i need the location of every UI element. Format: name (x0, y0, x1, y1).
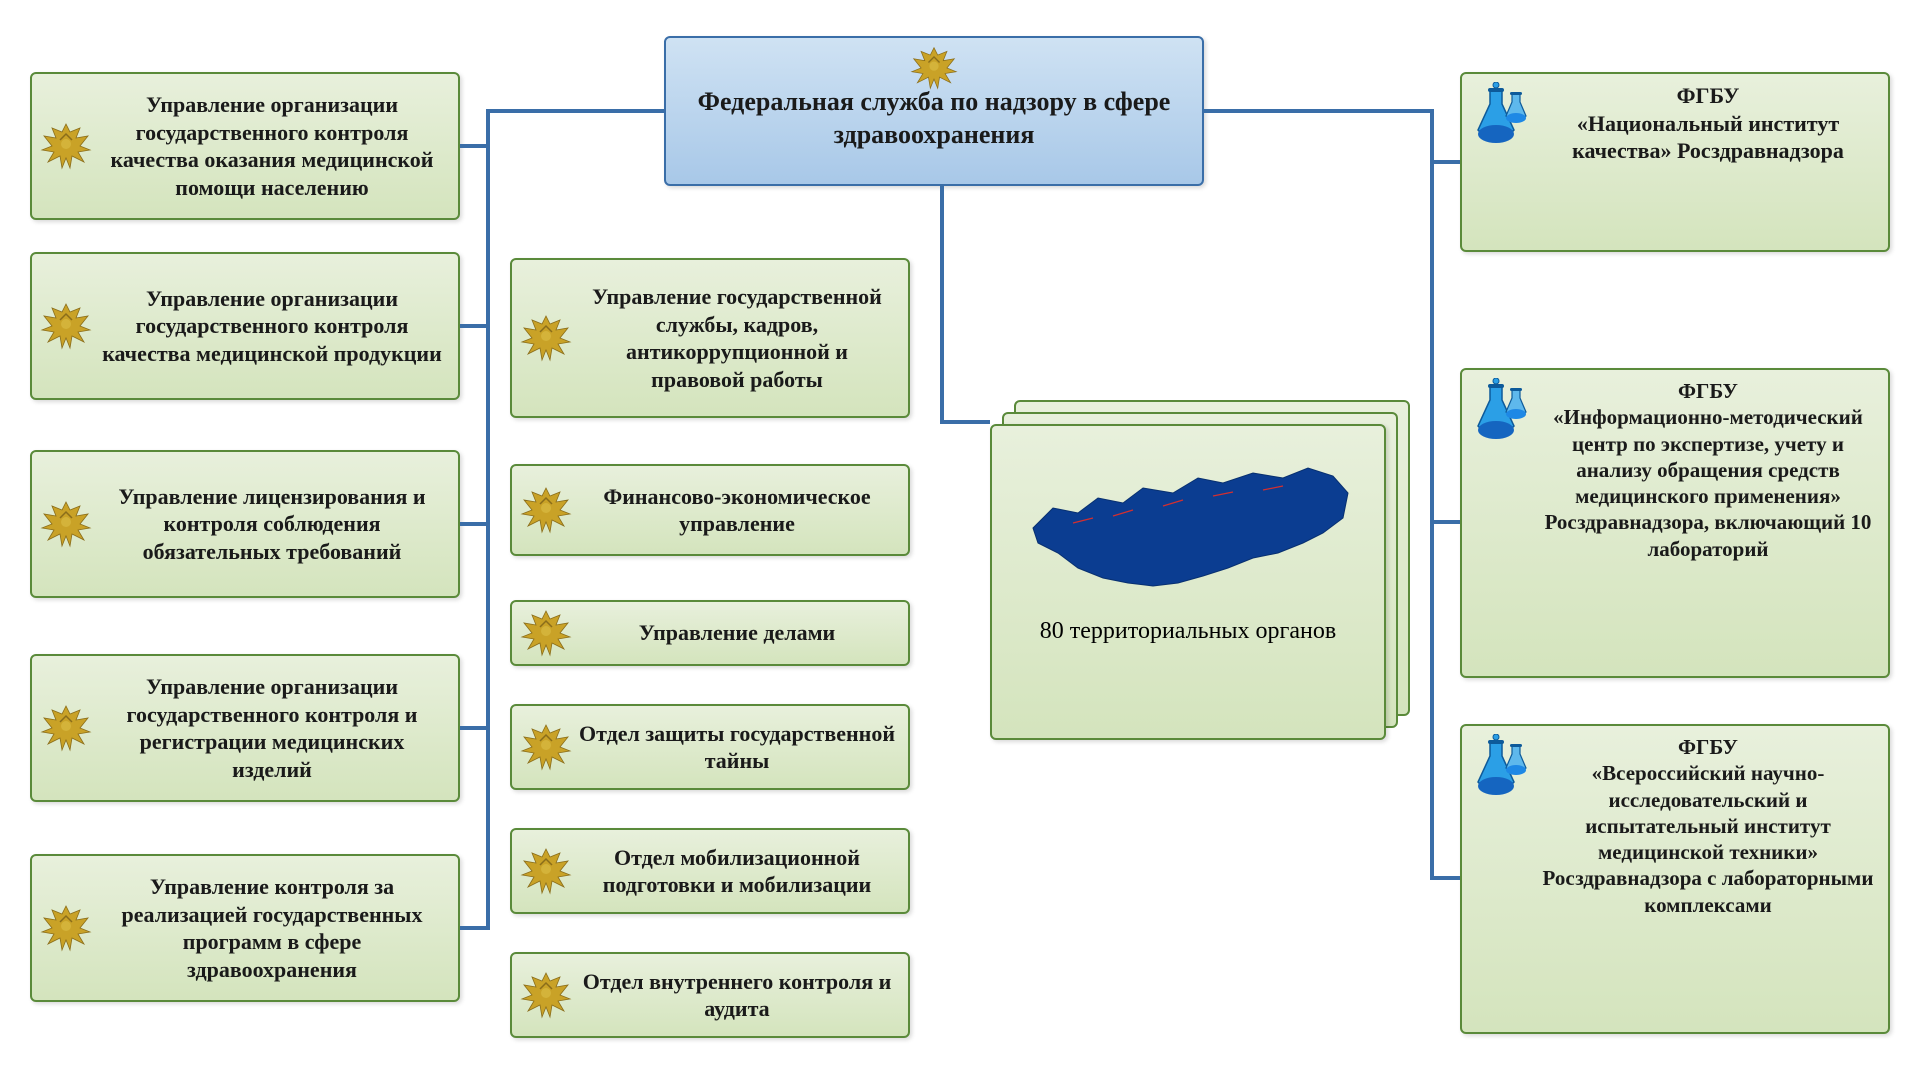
right-box-title: ФГБУ (1540, 734, 1876, 760)
eagle-icon (40, 702, 92, 754)
eagle-icon (520, 607, 572, 659)
center-box-label: Отдел мобилизационной подготовки и мобил… (578, 844, 896, 899)
center-box-label: Отдел защиты государственной тайны (578, 720, 896, 775)
eagle-icon (40, 902, 92, 954)
center-box-1: Финансово-экономическое управление (510, 464, 910, 556)
center-box-5: Отдел внутреннего контроля и аудита (510, 952, 910, 1038)
left-box-3: Управление организации государственного … (30, 654, 460, 802)
flask-icon (1470, 82, 1534, 146)
eagle-icon (40, 498, 92, 550)
connector (460, 726, 490, 730)
left-box-label: Управление организации государственного … (98, 91, 446, 201)
center-box-label: Отдел внутреннего контроля и аудита (578, 968, 896, 1023)
eagle-icon (40, 300, 92, 352)
center-box-label: Управление делами (578, 619, 896, 647)
center-box-label: Управление государственной службы, кадро… (578, 283, 896, 393)
right-box-text: ФГБУ «Всероссийский научно-исследователь… (1540, 734, 1876, 918)
connector (486, 109, 664, 113)
connector (460, 144, 490, 148)
territorial-stack: 80 территориальных органов (990, 400, 1410, 740)
right-box-1: ФГБУ «Информационно-методический центр п… (1460, 368, 1890, 678)
right-box-text: ФГБУ «Национальный институт качества» Ро… (1540, 82, 1876, 165)
center-box-label: Финансово-экономическое управление (578, 483, 896, 538)
left-box-label: Управление контроля за реализацией госуд… (98, 873, 446, 983)
connector (460, 522, 490, 526)
eagle-icon (520, 721, 572, 773)
eagle-icon (520, 484, 572, 536)
connector (1430, 520, 1460, 524)
connector (940, 420, 990, 424)
right-box-label: «Национальный институт качества» Росздра… (1540, 110, 1876, 165)
flask-icon (1470, 378, 1534, 442)
left-box-label: Управление лицензирования и контроля соб… (98, 483, 446, 566)
left-box-label: Управление организации государственного … (98, 673, 446, 783)
connector (460, 324, 490, 328)
header-box: Федеральная служба по надзору в сфере зд… (664, 36, 1204, 186)
right-box-2: ФГБУ «Всероссийский научно-исследователь… (1460, 724, 1890, 1034)
header-label: Федеральная служба по надзору в сфере зд… (686, 86, 1182, 168)
eagle-icon (520, 312, 572, 364)
left-box-4: Управление контроля за реализацией госуд… (30, 854, 460, 1002)
eagle-icon (520, 845, 572, 897)
center-box-3: Отдел защиты государственной тайны (510, 704, 910, 790)
center-box-0: Управление государственной службы, кадро… (510, 258, 910, 418)
right-box-text: ФГБУ «Информационно-методический центр п… (1540, 378, 1876, 562)
center-box-4: Отдел мобилизационной подготовки и мобил… (510, 828, 910, 914)
connector (940, 186, 944, 424)
connector (1430, 160, 1460, 164)
right-box-0: ФГБУ «Национальный институт качества» Ро… (1460, 72, 1890, 252)
left-box-label: Управление организации государственного … (98, 285, 446, 368)
eagle-icon (520, 969, 572, 1021)
connector (1204, 109, 1434, 113)
russia-map-icon (1023, 448, 1353, 608)
connector (460, 926, 490, 930)
right-box-label: «Всероссийский научно-исследовательский … (1540, 760, 1876, 918)
right-box-label: «Информационно-методический центр по экс… (1540, 404, 1876, 562)
flask-icon (1470, 734, 1534, 798)
center-box-2: Управление делами (510, 600, 910, 666)
right-box-title: ФГБУ (1540, 82, 1876, 110)
eagle-icon (40, 120, 92, 172)
connector (486, 109, 490, 929)
connector (1430, 109, 1434, 879)
left-box-2: Управление лицензирования и контроля соб… (30, 450, 460, 598)
left-box-0: Управление организации государственного … (30, 72, 460, 220)
eagle-icon (910, 44, 958, 84)
territorial-label: 80 территориальных органов (1040, 618, 1336, 645)
left-box-1: Управление организации государственного … (30, 252, 460, 400)
right-box-title: ФГБУ (1540, 378, 1876, 404)
connector (1430, 876, 1460, 880)
